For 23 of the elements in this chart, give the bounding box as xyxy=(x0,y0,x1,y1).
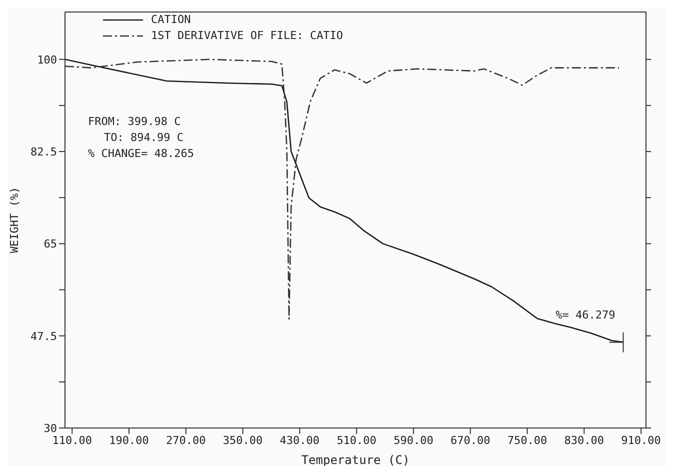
x-tick-label: 190.00 xyxy=(109,434,149,447)
y-axis-title: WEIGHT (%) xyxy=(8,186,21,254)
y-tick-label: 82.5 xyxy=(30,145,57,158)
x-tick-label: 270.00 xyxy=(166,434,206,447)
legend-label: CATION xyxy=(151,12,191,28)
x-tick-label: 670.00 xyxy=(450,434,490,447)
x-tick-label: 910.00 xyxy=(621,434,661,447)
x-tick-label: 110.00 xyxy=(52,434,92,447)
y-tick-label: 47.5 xyxy=(30,330,57,343)
x-tick-label: 430.00 xyxy=(280,434,320,447)
annotation: %= 46.279 xyxy=(556,308,616,322)
y-tick-label: 30 xyxy=(44,422,57,435)
x-tick-label: 750.00 xyxy=(507,434,548,447)
y-tick-label: 100 xyxy=(37,53,57,66)
annotation: FROM: 399.98 C xyxy=(88,114,182,130)
annotation: % CHANGE= 48.265 xyxy=(88,146,194,162)
x-tick-label: 590.00 xyxy=(394,434,434,447)
x-tick-label: 350.00 xyxy=(222,434,263,447)
x-tick-label: 830.00 xyxy=(564,434,604,447)
x-tick-label: 510.00 xyxy=(336,434,376,447)
annotation: TO: 894.99 C xyxy=(103,130,184,146)
y-tick-label: 65 xyxy=(44,238,57,251)
legend-label: 1ST DERIVATIVE OF FILE: CATIO xyxy=(151,28,344,44)
